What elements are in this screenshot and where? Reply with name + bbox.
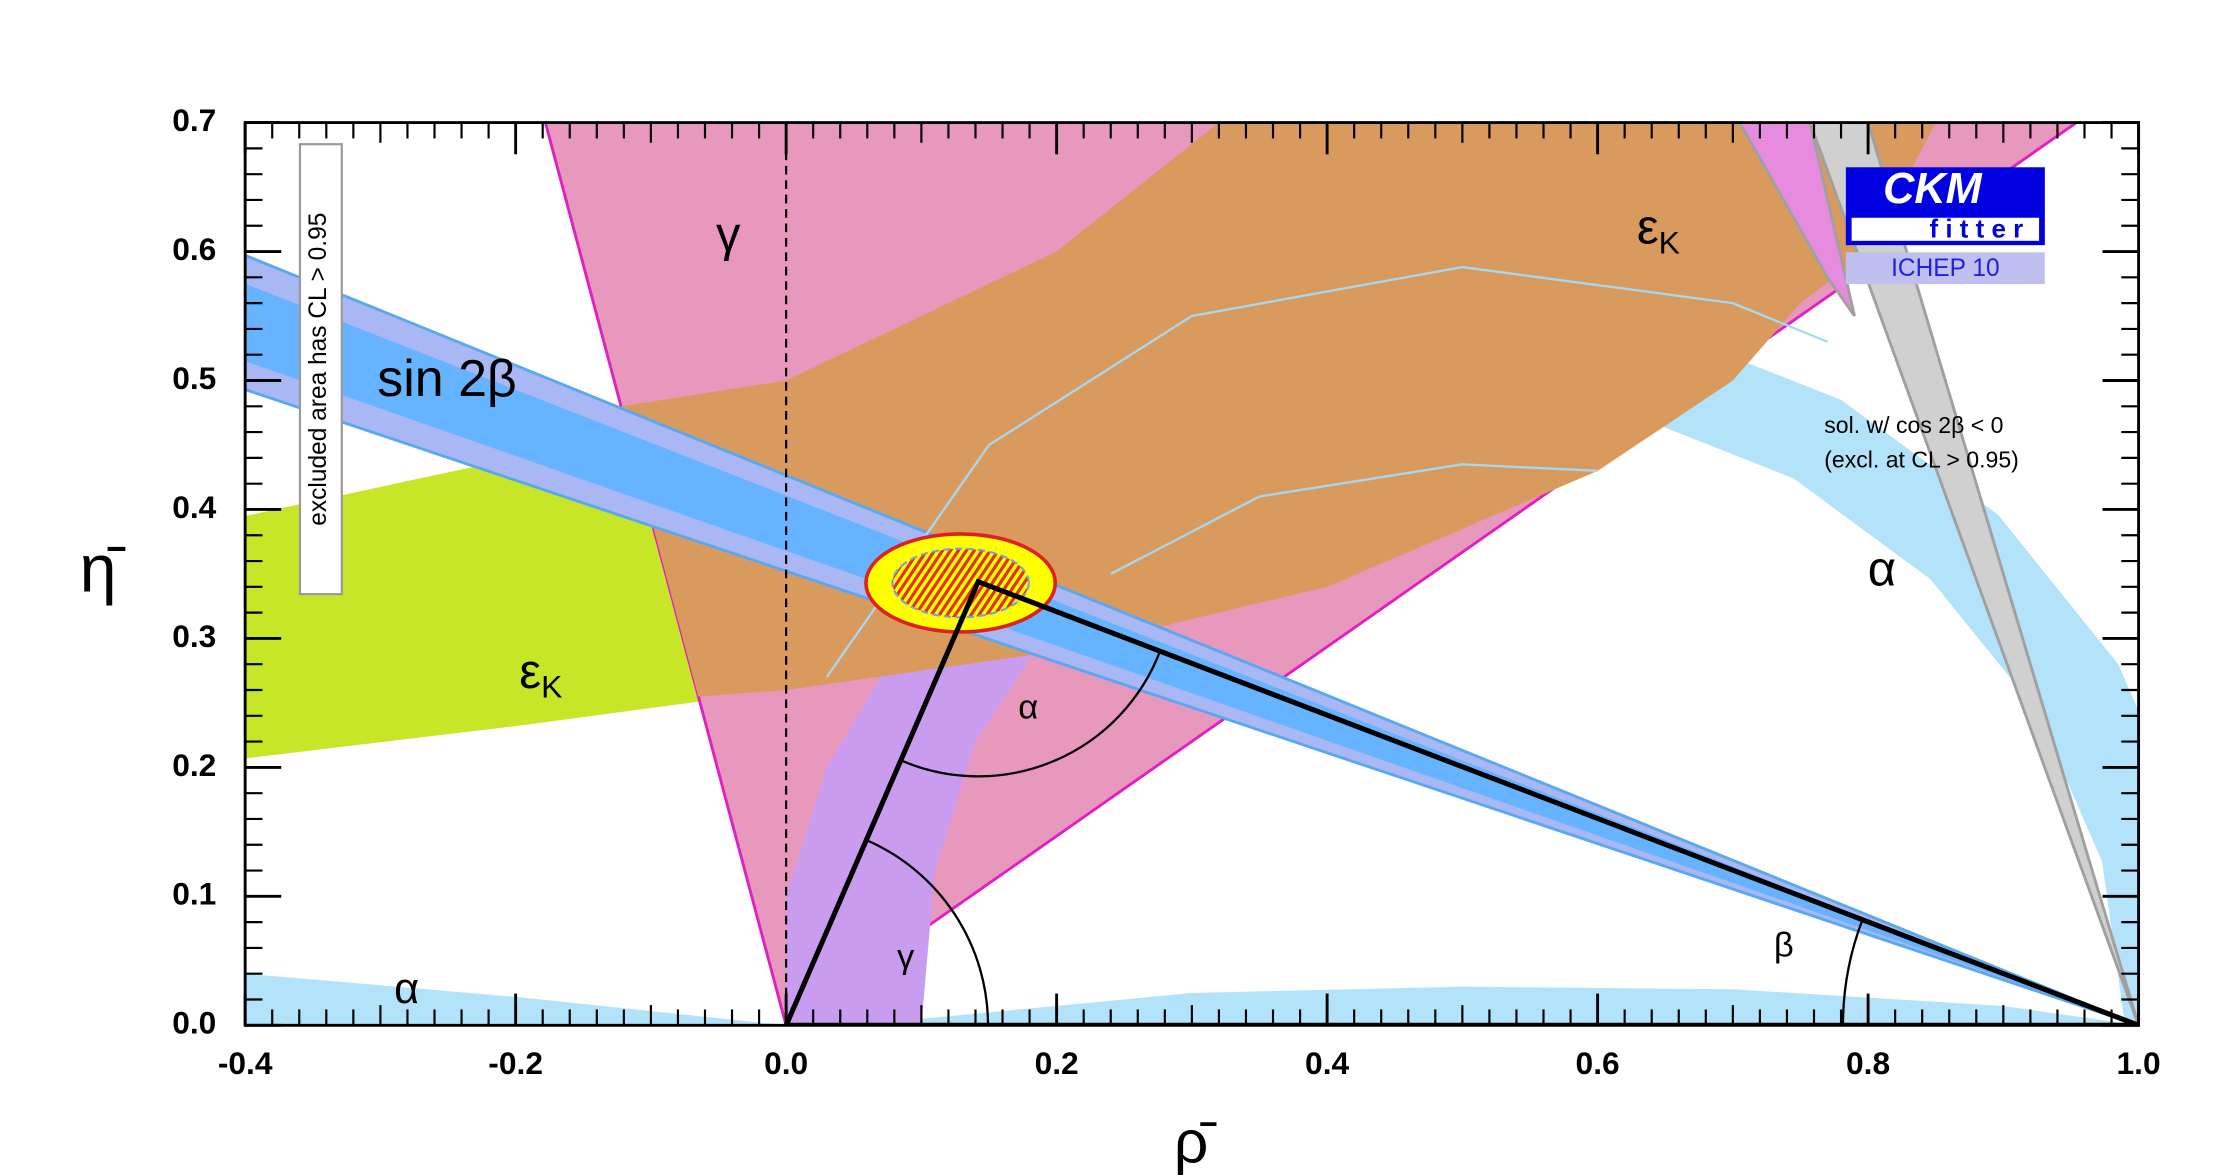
constraint-region bbox=[1737, 122, 1856, 317]
annotation: β bbox=[1774, 927, 1794, 965]
annotation: γ bbox=[897, 938, 915, 976]
logo-tag-box bbox=[1845, 252, 2045, 285]
annotation-text: γ bbox=[897, 938, 915, 976]
x-axis-label: ρ̄ bbox=[1174, 1107, 1217, 1175]
y-tick-label: 0.7 bbox=[172, 102, 216, 138]
annotation: α bbox=[394, 966, 419, 1014]
x-tick-label: 1.0 bbox=[2117, 1045, 2161, 1081]
constraint-region bbox=[245, 283, 2139, 1026]
x-tick-label: 0.2 bbox=[1035, 1045, 1079, 1081]
x-tick-label: 0.6 bbox=[1576, 1045, 1620, 1081]
annotation-text: ε bbox=[519, 645, 541, 699]
angle-arc bbox=[865, 838, 990, 1026]
annotation: εK bbox=[1637, 201, 1680, 261]
y-tick-label: 0.0 bbox=[172, 1005, 216, 1041]
y-axis-label: η̄ bbox=[80, 532, 126, 606]
angle-arc bbox=[900, 650, 1162, 778]
constraint-region bbox=[853, 986, 2139, 1026]
hatch-line bbox=[930, 548, 991, 618]
y-tick-label: 0.6 bbox=[172, 231, 216, 267]
x-tick-label: 0.8 bbox=[1846, 1045, 1890, 1081]
note-box bbox=[298, 143, 343, 596]
constraint-region bbox=[786, 625, 1044, 1026]
constraint-contour bbox=[1110, 463, 1598, 575]
constraint-region bbox=[1808, 122, 2139, 1026]
annotation-text: excluded area has CL > 0.95 bbox=[306, 213, 333, 526]
hatch-line bbox=[938, 548, 999, 618]
annotation: (excl. at CL > 0.95) bbox=[1824, 447, 2019, 473]
annotation-subscript: K bbox=[541, 669, 562, 705]
hatch-line bbox=[922, 548, 983, 618]
annotation-text: α bbox=[1868, 542, 1896, 596]
annotation: εK bbox=[519, 645, 562, 705]
annotation: α bbox=[1868, 542, 1896, 596]
y-tick-label: 0.2 bbox=[172, 747, 216, 783]
annotation-text: (excl. at CL > 0.95) bbox=[1824, 447, 2019, 473]
x-tick-label: 0.0 bbox=[764, 1045, 808, 1081]
y-tick-label: 0.1 bbox=[172, 876, 216, 912]
logo-tag: ICHEP 10 bbox=[1891, 255, 2000, 282]
annotation: γ bbox=[716, 208, 741, 262]
annotation-text: sin 2β bbox=[377, 350, 517, 408]
annotation-text: α bbox=[394, 966, 419, 1014]
annotation-text: β bbox=[1774, 927, 1794, 965]
constraint-region bbox=[245, 253, 2139, 1026]
logo-title: CKM bbox=[1883, 165, 1982, 213]
annotation-text: α bbox=[1018, 689, 1038, 727]
angle-arc bbox=[1841, 919, 1864, 1026]
unitarity-triangle bbox=[783, 578, 2139, 1026]
y-tick-label: 0.3 bbox=[172, 618, 216, 654]
x-tick-label: -0.4 bbox=[218, 1045, 273, 1081]
annotation-text: ε bbox=[1637, 201, 1659, 255]
plot-area bbox=[245, 122, 2139, 1026]
annotation-text: γ bbox=[716, 208, 741, 262]
annotation: sin 2β bbox=[377, 350, 517, 408]
annotation: α bbox=[1018, 689, 1038, 727]
constraint-region bbox=[1266, 303, 2139, 1026]
y-tick-label: 0.4 bbox=[172, 489, 216, 525]
overlay: -0.4 -0.2 0.0 0.2 0.4 0.6 0.8 1.0 0.0 0.1 0.2 0.3 0.… bbox=[80, 102, 2161, 1175]
annotation: excluded area has CL > 0.95 bbox=[306, 213, 333, 526]
annotation-text: sol. w/ cos 2β < 0 bbox=[1824, 412, 2003, 438]
annotation-subscript: K bbox=[1659, 225, 1680, 261]
constraint-contour bbox=[825, 265, 1828, 678]
x-tick-label: -0.2 bbox=[488, 1045, 543, 1081]
x-tick-label: 0.4 bbox=[1305, 1045, 1349, 1081]
hatch-line bbox=[985, 548, 1029, 618]
y-tick-label: 0.5 bbox=[172, 360, 216, 396]
logo-strip bbox=[1851, 217, 2040, 241]
logo-subtitle: fitter bbox=[1930, 216, 2031, 244]
annotation: sol. w/ cos 2β < 0 bbox=[1824, 412, 2003, 438]
